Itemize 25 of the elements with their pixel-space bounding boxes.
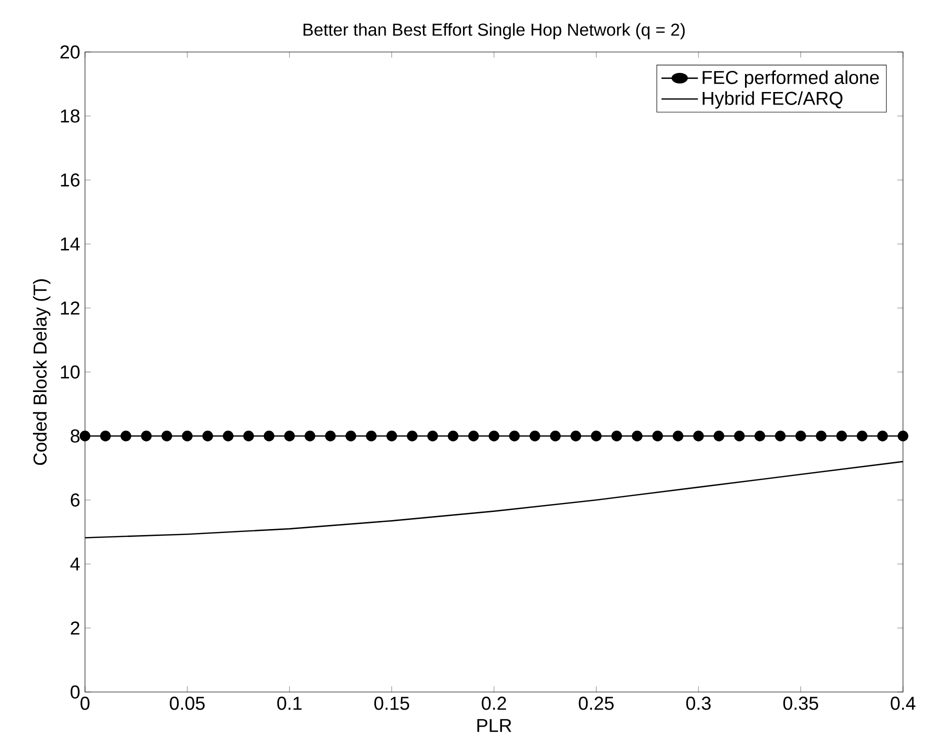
y-tick-label: 16 xyxy=(60,173,80,187)
x-tick-label: 0.25 xyxy=(578,696,614,710)
x-tick-label: 0.2 xyxy=(482,696,506,710)
x-tick-label: 0 xyxy=(80,696,90,710)
x-tick-label: 0.3 xyxy=(686,696,711,710)
y-tick-label: 4 xyxy=(70,558,80,570)
y-tick-label: 14 xyxy=(60,238,80,250)
y-tick-label: 20 xyxy=(60,45,80,59)
y-tick-label: 8 xyxy=(70,429,80,443)
y-axis-title: Coded Block Delay (T) xyxy=(32,279,50,465)
y-tick-label: 2 xyxy=(70,621,80,635)
legend-label: Hybrid FEC/ARQ xyxy=(702,91,842,109)
y-tick-label: 0 xyxy=(70,685,80,699)
y-tick-label: 10 xyxy=(60,365,80,379)
y-tick-label: 6 xyxy=(70,493,80,507)
x-axis-title: PLR xyxy=(477,719,512,732)
y-tick-label: 12 xyxy=(60,301,80,315)
chart-title: Better than Best Effort Single Hop Network (q = 2) xyxy=(304,23,685,40)
legend-label: FEC performed alone xyxy=(702,70,879,88)
x-tick-label: 0.4 xyxy=(890,696,916,710)
x-tick-label: 0.35 xyxy=(783,696,818,710)
x-tick-label: 0.05 xyxy=(170,696,205,710)
x-tick-label: 0.1 xyxy=(277,696,302,710)
y-tick-label: 18 xyxy=(60,109,80,123)
x-tick-label: 0.15 xyxy=(374,696,410,710)
